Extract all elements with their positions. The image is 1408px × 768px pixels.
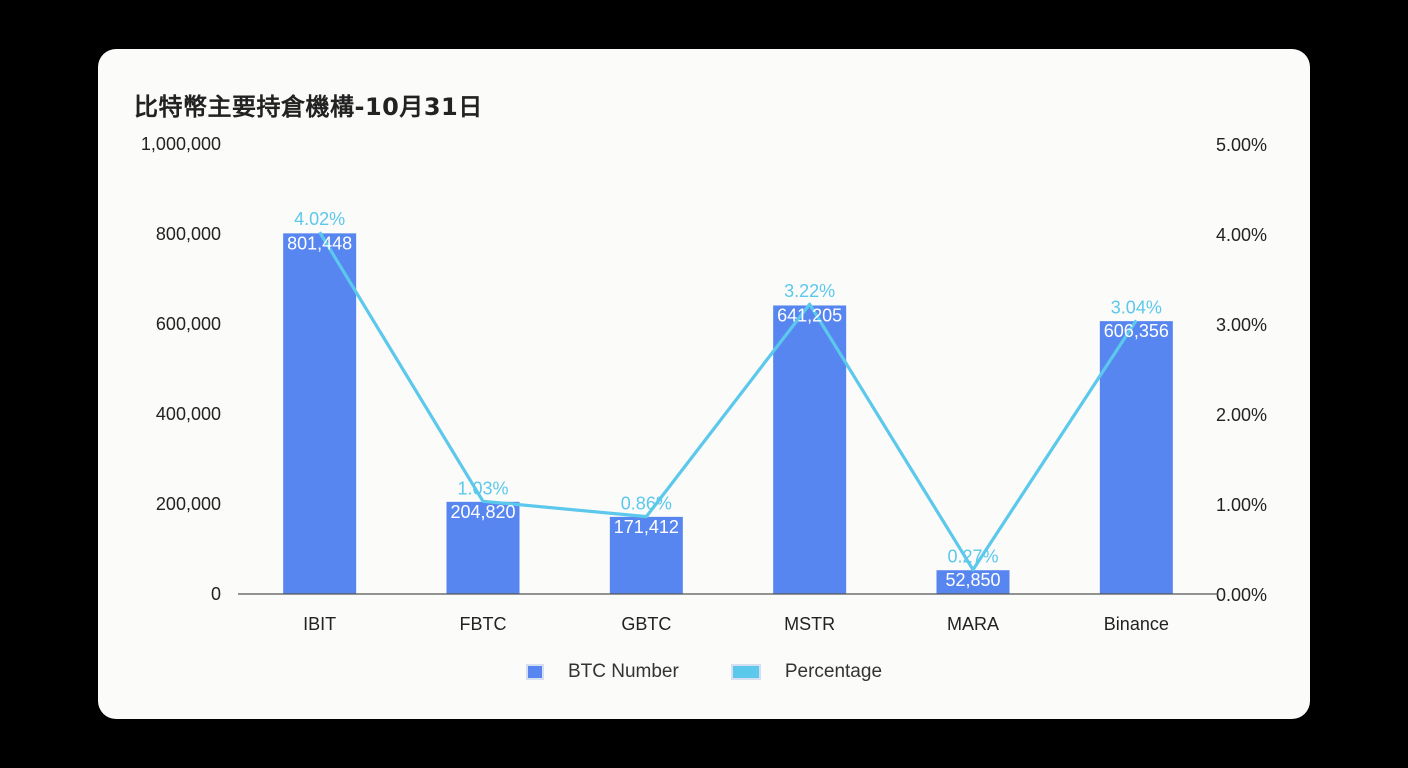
bar-ibit	[283, 233, 357, 595]
bar-mstr	[773, 305, 847, 594]
legend-label-btc-number: BTC Number	[567, 661, 679, 682]
y-left-tick-label: 400,000	[156, 404, 221, 424]
y-left-tick-label: 600,000	[156, 314, 221, 334]
y-right-tick-label: 3.00%	[1216, 315, 1267, 335]
bar-value-label: 171,412	[614, 517, 679, 537]
percentage-value-label: 0.27%	[947, 547, 998, 567]
y-left-tick-label: 0	[211, 584, 221, 604]
percentage-value-label: 3.22%	[784, 281, 835, 301]
legend-swatch-bar	[525, 664, 544, 680]
x-tick-label: GBTC	[621, 614, 671, 634]
legend-label-percentage: Percentage	[784, 661, 883, 682]
x-tick-label: IBIT	[303, 614, 336, 634]
percentage-value-label: 4.02%	[294, 209, 345, 229]
y-right-tick-label: 4.00%	[1216, 225, 1267, 245]
x-tick-label: MSTR	[784, 614, 835, 634]
x-tick-label: MARA	[947, 614, 999, 634]
legend-swatch-line	[730, 664, 761, 680]
percentage-value-label: 0.86%	[621, 494, 672, 514]
y-right-tick-label: 0.00%	[1216, 585, 1267, 605]
x-tick-label: FBTC	[460, 614, 507, 634]
y-left-tick-label: 200,000	[156, 494, 221, 514]
chart-plot: 0 200,000 400,000 600,000 800,000 1,000,000 0.…	[141, 134, 1267, 634]
y-left-tick-label: 800,000	[156, 224, 221, 244]
bar-value-label: 801,448	[287, 233, 352, 253]
bar-binance	[1099, 321, 1173, 594]
percentage-value-label: 1.03%	[457, 478, 508, 498]
legend-item-btc-number[interactable]: BTC Number	[525, 661, 679, 683]
chart-title: 比特幣主要持倉機構-10月31日	[134, 93, 483, 121]
percentage-value-label: 3.04%	[1111, 297, 1162, 317]
x-tick-label: Binance	[1104, 614, 1169, 634]
legend-item-percentage[interactable]: Percentage	[730, 661, 883, 683]
bar-mara	[936, 570, 1010, 594]
chart-card: 比特幣主要持倉機構-10月31日 0 200,000 400,000 600,000 8…	[98, 49, 1310, 719]
y-right-tick-label: 1.00%	[1216, 495, 1267, 515]
bar-value-label: 204,820	[450, 502, 515, 522]
bar-value-label: 52,850	[945, 570, 1000, 590]
legend: BTC Number Percentage	[98, 661, 1310, 683]
bar-value-label: 641,205	[777, 305, 842, 325]
bar-value-label: 606,356	[1104, 321, 1169, 341]
y-right-tick-label: 5.00%	[1216, 135, 1267, 155]
bar-gbtc	[609, 516, 683, 594]
bar-fbtc	[446, 501, 520, 594]
percentage-line	[318, 231, 1138, 572]
y-right-tick-label: 2.00%	[1216, 405, 1267, 425]
y-left-tick-label: 1,000,000	[141, 134, 221, 154]
